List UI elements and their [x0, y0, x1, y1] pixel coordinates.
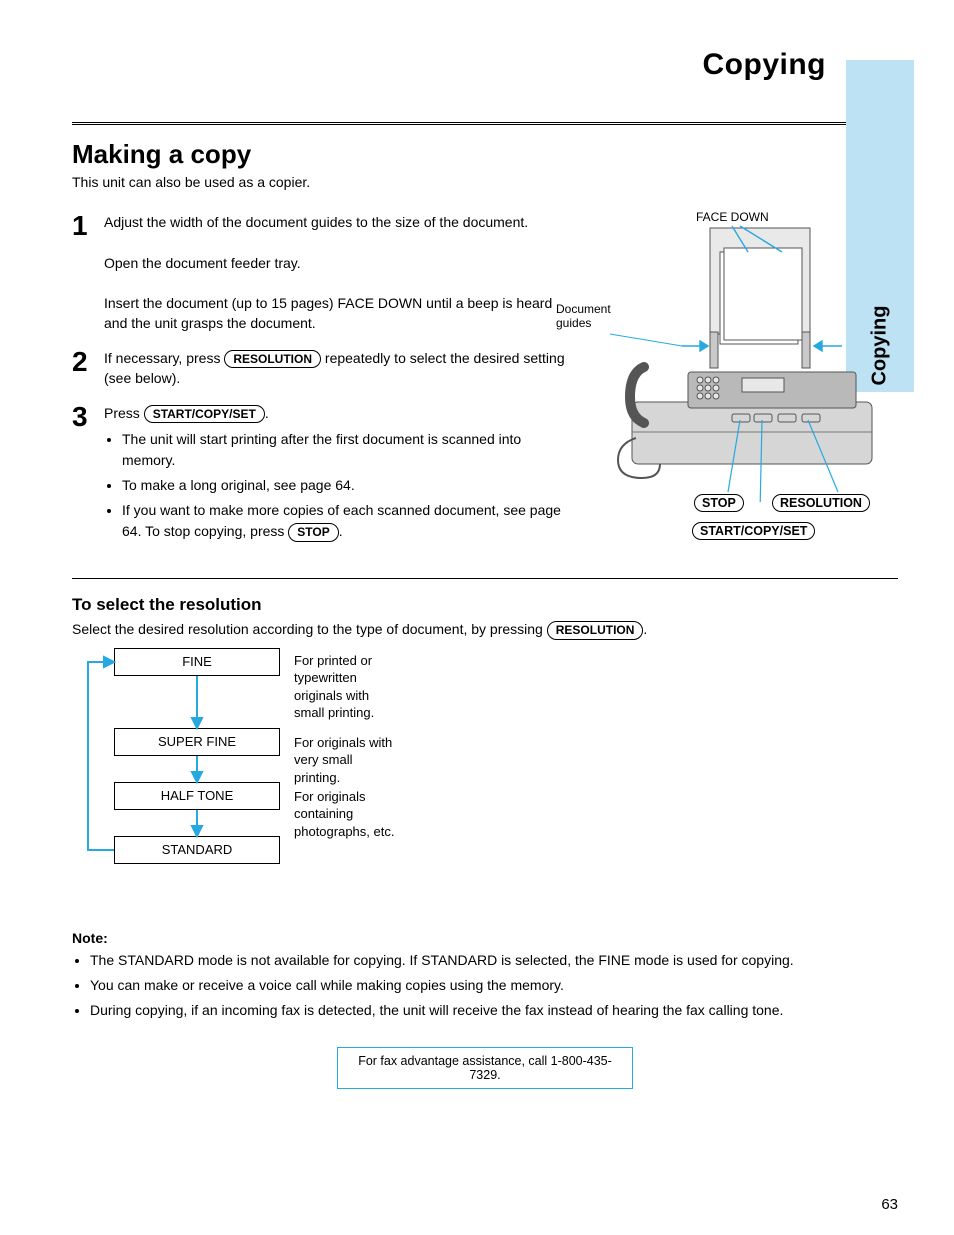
two-column-layout: 1 Adjust the width of the document guide…: [72, 212, 898, 560]
page-subtitle: This unit can also be used as a copier.: [72, 174, 898, 190]
step-3: 3 Press START/COPY/SET. The unit will st…: [72, 403, 568, 546]
help-box: For fax advantage assistance, call 1-800…: [337, 1047, 633, 1089]
note-heading: Note:: [72, 930, 898, 946]
step-number: 1: [72, 212, 104, 240]
note-item: During copying, if an incoming fax is de…: [90, 1000, 898, 1021]
document-guides-label: Document guides: [556, 302, 612, 331]
figure-column: FACE DOWN Document guides: [592, 212, 898, 560]
step-body: Adjust the width of the document guides …: [104, 212, 568, 334]
bullet-item: If you want to make more copies of each …: [122, 500, 568, 542]
step-body: Press START/COPY/SET. The unit will star…: [104, 403, 568, 546]
section-heading: Copying: [72, 48, 826, 82]
step-1-line-a: Adjust the width of the document guides …: [104, 214, 528, 230]
note-block: Note: The STANDARD mode is not available…: [72, 930, 898, 1021]
page-number: 63: [881, 1196, 898, 1213]
flow-arrows: [72, 648, 402, 900]
step-number: 2: [72, 348, 104, 376]
resolution-heading: To select the resolution: [72, 595, 898, 615]
resolution-button-label: RESOLUTION: [547, 621, 644, 639]
note-item: The STANDARD mode is not available for c…: [90, 950, 898, 971]
note-item: You can make or receive a voice call whi…: [90, 975, 898, 996]
fax-machine-illustration: [592, 212, 898, 502]
start-copy-set-button-callout: START/COPY/SET: [692, 522, 815, 540]
step-1-line-b: Open the document feeder tray.: [104, 255, 301, 271]
step-1: 1 Adjust the width of the document guide…: [72, 212, 568, 334]
resolution-button-label: RESOLUTION: [224, 350, 321, 368]
step-2: 2 If necessary, press RESOLUTION repeate…: [72, 348, 568, 389]
resolution-button-callout: RESOLUTION: [772, 494, 870, 512]
resolution-intro-pre: Select the desired resolution according …: [72, 621, 547, 637]
steps-column: 1 Adjust the width of the document guide…: [72, 212, 568, 560]
resolution-intro: Select the desired resolution according …: [72, 621, 898, 639]
heading-rule: [72, 122, 898, 125]
start-copy-set-button-label: START/COPY/SET: [144, 405, 265, 423]
step-3-bullets: The unit will start printing after the f…: [122, 429, 568, 542]
step-1-line-c: Insert the document (up to 15 pages) FAC…: [104, 295, 552, 331]
face-down-label: FACE DOWN: [696, 210, 769, 224]
step-number: 3: [72, 403, 104, 431]
section-divider: [72, 578, 898, 579]
bullet-item: To make a long original, see page 64.: [122, 475, 568, 496]
stop-button-callout: STOP: [694, 494, 744, 512]
bullet-item: The unit will start printing after the f…: [122, 429, 568, 471]
stop-button-label: STOP: [288, 523, 338, 541]
note-bullets: The STANDARD mode is not available for c…: [90, 950, 898, 1021]
step-body: If necessary, press RESOLUTION repeatedl…: [104, 348, 568, 389]
page-title: Making a copy: [72, 139, 898, 170]
resolution-flowchart: FINE SUPER FINE HALF TONE STANDARD For p…: [72, 648, 402, 900]
resolution-intro-post: .: [643, 621, 647, 637]
